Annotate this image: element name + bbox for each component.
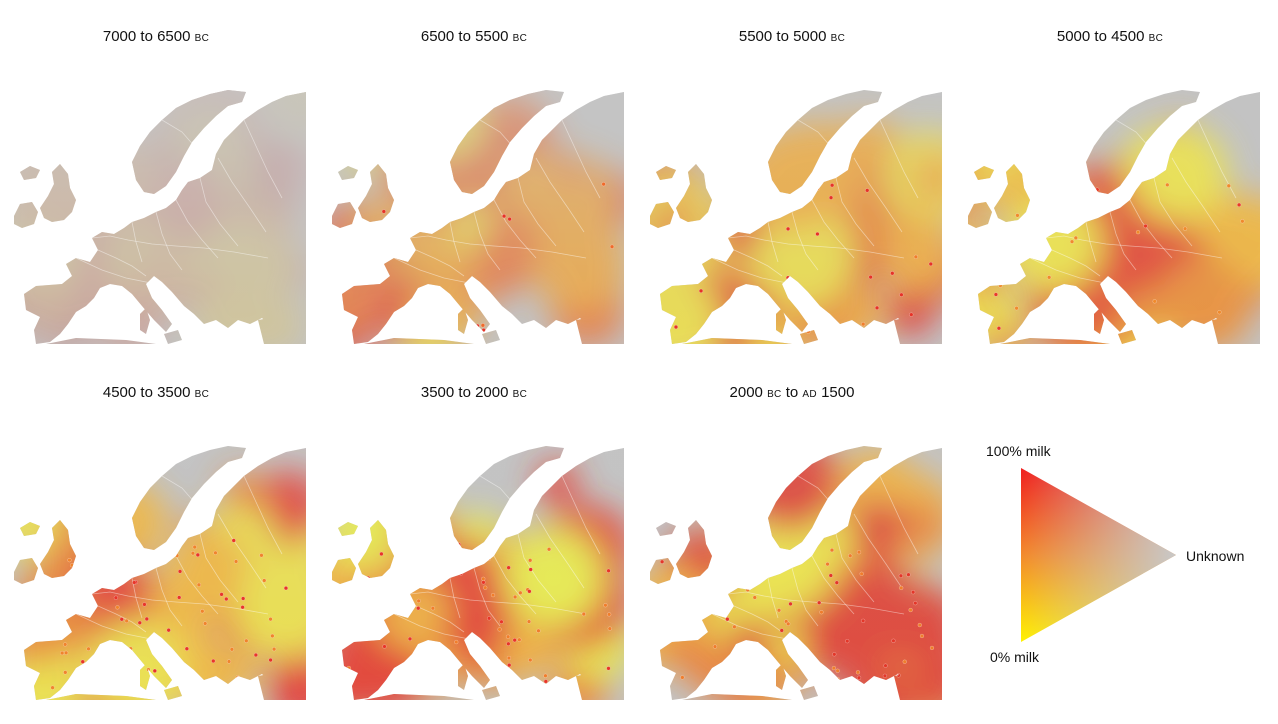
legend-top-label: 100% milk bbox=[986, 443, 1051, 459]
europe-map bbox=[6, 62, 306, 344]
landmass bbox=[14, 90, 306, 344]
panel-4: 5000 to 4500 BC bbox=[960, 26, 1260, 346]
panel-title: 3500 to 2000 BC bbox=[420, 384, 528, 401]
panel-2: 6500 to 5500 BC bbox=[324, 26, 624, 346]
panel-title: 7000 to 6500 BC bbox=[102, 28, 210, 45]
europe-map bbox=[324, 62, 624, 344]
legend-right-label: Unknown bbox=[1186, 548, 1245, 564]
landmass bbox=[968, 90, 1260, 344]
map-svg bbox=[332, 446, 624, 700]
landmass bbox=[332, 446, 624, 700]
panel-title: 4500 to 3500 BC bbox=[102, 384, 210, 401]
landmass bbox=[14, 446, 306, 700]
map-svg bbox=[650, 90, 942, 344]
landmass bbox=[650, 90, 942, 344]
panel-5: 4500 to 3500 BC bbox=[6, 382, 306, 702]
legend-triangle bbox=[1021, 468, 1176, 642]
map-svg bbox=[14, 90, 306, 344]
panel-3: 5500 to 5000 BC bbox=[642, 26, 942, 346]
panel-6: 3500 to 2000 BC bbox=[324, 382, 624, 702]
legend-bottom-label: 0% milk bbox=[990, 649, 1040, 665]
europe-map bbox=[324, 418, 624, 700]
map-svg bbox=[968, 90, 1260, 344]
panel-title: 6500 to 5500 BC bbox=[420, 28, 528, 45]
europe-map bbox=[642, 62, 942, 344]
panel-title: 2000 BC to AD 1500 bbox=[729, 384, 855, 401]
ternary-legend: 100% milk 0% milk Unknown bbox=[960, 430, 1270, 680]
landmass bbox=[650, 446, 942, 700]
map-svg bbox=[650, 446, 942, 700]
europe-map bbox=[642, 418, 942, 700]
panel-title: 5000 to 4500 BC bbox=[1056, 28, 1164, 45]
europe-map bbox=[6, 418, 306, 700]
landmass bbox=[332, 90, 624, 344]
panel-7: 2000 BC to AD 1500 bbox=[642, 382, 942, 702]
panel-title: 5500 to 5000 BC bbox=[738, 28, 846, 45]
europe-map bbox=[960, 62, 1260, 344]
map-svg bbox=[14, 446, 306, 700]
map-svg bbox=[332, 90, 624, 344]
panel-1: 7000 to 6500 BC bbox=[6, 26, 306, 346]
